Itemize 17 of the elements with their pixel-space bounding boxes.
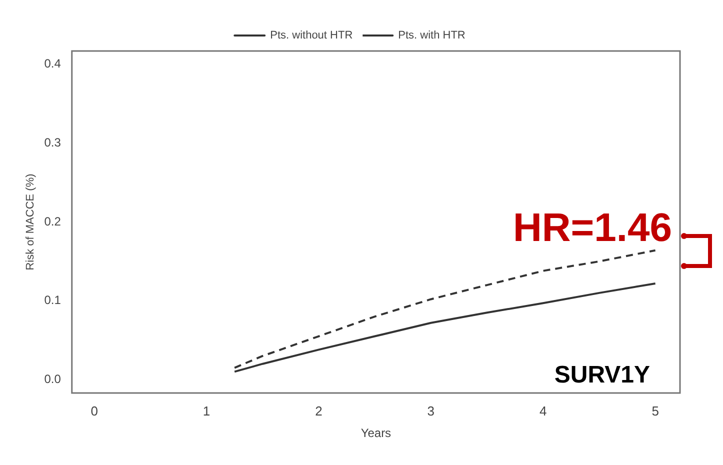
- x-tick-label: 1: [202, 403, 210, 418]
- y-tick-label: 0.0: [44, 372, 62, 386]
- y-tick-label: 0.1: [44, 293, 62, 308]
- x-axis-title: Years: [360, 426, 392, 440]
- y-tick-label: 0.4: [44, 56, 62, 71]
- x-tick-label: 2: [315, 403, 322, 418]
- legend-label: Pts. with HTR: [398, 30, 466, 42]
- x-tick-label: 3: [427, 403, 435, 418]
- y-tick-label: 0.3: [44, 136, 62, 150]
- x-tick-label: 0: [90, 403, 98, 418]
- x-tick-label: 4: [540, 403, 547, 418]
- annotation: SURV1Y: [554, 361, 650, 388]
- y-axis-title: Risk of MACCE (%): [24, 174, 37, 270]
- y-tick-label: 0.2: [44, 214, 62, 228]
- x-tick-label: 5: [652, 403, 659, 418]
- annotation: HR=1.46: [513, 206, 672, 250]
- legend-label: Pts. without HTR: [270, 30, 353, 42]
